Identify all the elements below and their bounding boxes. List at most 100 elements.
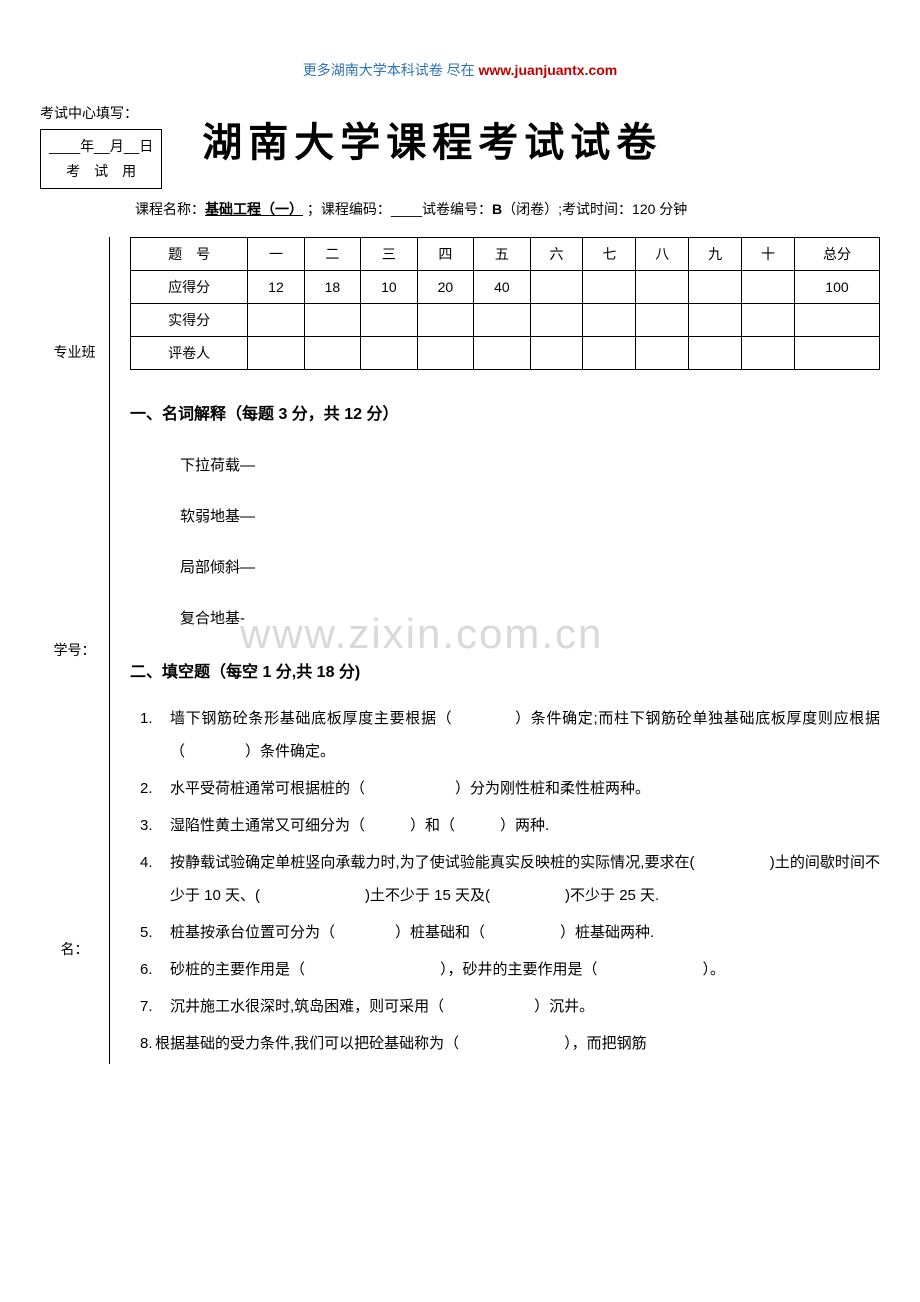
side-label-name: 名： <box>40 834 109 1064</box>
q-text: 水平受荷桩通常可根据桩的（ ）分为刚性桩和柔性桩两种。 <box>170 772 880 805</box>
date-box: ____年__月__日 考 试 用 <box>40 129 162 189</box>
cell <box>636 270 689 303</box>
q-num: 2. <box>140 772 170 805</box>
section1-title: 一、名词解释（每题 3 分，共 12 分） <box>130 400 880 424</box>
cell <box>361 303 417 336</box>
cell: 100 <box>794 270 879 303</box>
cell <box>742 270 795 303</box>
cell <box>417 303 473 336</box>
list-item: 4.按静载试验确定单桩竖向承载力时,为了使试验能真实反映桩的实际情况,要求在( … <box>140 846 880 912</box>
header-cell: 三 <box>361 237 417 270</box>
header-note-link[interactable]: www.juanjuantx.com <box>479 62 618 78</box>
q-num: 6. <box>140 953 170 986</box>
exam-center-box: 考试中心填写： ____年__月__日 考 试 用 <box>40 100 162 189</box>
date-line: ____年__月__日 <box>49 134 153 159</box>
header-cell: 一 <box>248 237 304 270</box>
list-item: 1.墙下钢筋砼条形基础底板厚度主要根据（ ）条件确定;而柱下钢筋砼单独基础底板厚… <box>140 702 880 768</box>
q-text: 按静载试验确定单桩竖向承载力时,为了使试验能真实反映桩的实际情况,要求在( )土… <box>170 846 880 912</box>
main-content: 题 号 一 二 三 四 五 六 七 八 九 十 总分 应得分 12 18 10 … <box>110 237 880 1064</box>
cell <box>689 303 742 336</box>
header-note-text: 更多湖南大学本科试卷 尽在 <box>303 62 479 78</box>
list-item: 7. 沉井施工水很深时,筑岛困难，则可采用（ ）沉井。 <box>140 990 880 1023</box>
header-cell: 四 <box>417 237 473 270</box>
list-item: 8.根据基础的受力条件,我们可以把砼基础称为（ ），而把钢筋 <box>140 1027 880 1060</box>
list-item: 5.桩基按承台位置可分为（ ）桩基础和（ ）桩基础两种. <box>140 916 880 949</box>
header-cell: 六 <box>530 237 583 270</box>
table-row: 应得分 12 18 10 20 40 100 <box>131 270 880 303</box>
q-text: 墙下钢筋砼条形基础底板厚度主要根据（ ）条件确定;而柱下钢筋砼单独基础底板厚度则… <box>170 702 880 768</box>
cell <box>474 336 530 369</box>
list-item: 3.湿陷性黄土通常又可细分为（ ）和（ ）两种. <box>140 809 880 842</box>
table-row: 实得分 <box>131 303 880 336</box>
question-list: 1.墙下钢筋砼条形基础底板厚度主要根据（ ）条件确定;而柱下钢筋砼单独基础底板厚… <box>140 702 880 1060</box>
header-cell: 二 <box>304 237 360 270</box>
cell <box>583 303 636 336</box>
content-wrapper: 专业班 学号： 名： 题 号 一 二 三 四 五 六 七 八 九 十 总分 应得… <box>40 237 880 1064</box>
row-label: 实得分 <box>131 303 248 336</box>
q-num: 7. <box>140 990 170 1023</box>
list-item: 2.水平受荷桩通常可根据桩的（ ）分为刚性桩和柔性桩两种。 <box>140 772 880 805</box>
term-item: 复合地基- <box>180 607 880 628</box>
term-item: 下拉荷载— <box>180 454 880 475</box>
cell <box>689 270 742 303</box>
side-label-class: 专业班 <box>40 237 109 467</box>
course-info: 课程名称：基础工程（一） ；课程编码：____试卷编号：B（闭卷）;考试时间：1… <box>135 199 880 219</box>
cell <box>636 336 689 369</box>
paper-no: B <box>492 201 502 217</box>
cell <box>361 336 417 369</box>
row-label: 评卷人 <box>131 336 248 369</box>
cell: 10 <box>361 270 417 303</box>
q-num: 5. <box>140 916 170 949</box>
course-name: 基础工程（一） <box>205 201 303 217</box>
header-cell: 题 号 <box>131 237 248 270</box>
q-num: 1. <box>140 702 170 768</box>
main-title: 湖南大学课程考试试卷 <box>202 110 662 168</box>
header-cell: 五 <box>474 237 530 270</box>
cell <box>474 303 530 336</box>
cell <box>794 336 879 369</box>
table-header-row: 题 号 一 二 三 四 五 六 七 八 九 十 总分 <box>131 237 880 270</box>
cell <box>583 270 636 303</box>
q-num: 4. <box>140 846 170 912</box>
table-row: 评卷人 <box>131 336 880 369</box>
list-item: 6.砂桩的主要作用是（ ），砂井的主要作用是（ ）。 <box>140 953 880 986</box>
side-labels: 专业班 学号： 名： <box>40 237 110 1064</box>
term-item: 软弱地基— <box>180 505 880 526</box>
course-prefix: 课程名称： <box>135 201 205 217</box>
header-cell: 八 <box>636 237 689 270</box>
header-cell: 十 <box>742 237 795 270</box>
q-text: 湿陷性黄土通常又可细分为（ ）和（ ）两种. <box>170 809 880 842</box>
top-row: 考试中心填写： ____年__月__日 考 试 用 湖南大学课程考试试卷 <box>40 100 880 189</box>
cell <box>636 303 689 336</box>
header-cell: 总分 <box>794 237 879 270</box>
row-label: 应得分 <box>131 270 248 303</box>
cell <box>248 336 304 369</box>
course-code-label: ；课程编码：____试卷编号： <box>303 201 492 217</box>
cell: 20 <box>417 270 473 303</box>
cell <box>742 336 795 369</box>
q-num: 3. <box>140 809 170 842</box>
cell <box>583 336 636 369</box>
header-cell: 七 <box>583 237 636 270</box>
section2-title: 二、填空题（每空 1 分,共 18 分) <box>130 658 880 682</box>
header-note: 更多湖南大学本科试卷 尽在 www.juanjuantx.com <box>40 60 880 80</box>
cell: 18 <box>304 270 360 303</box>
cell: 40 <box>474 270 530 303</box>
cell: 12 <box>248 270 304 303</box>
cell <box>304 336 360 369</box>
paper-closed: （闭卷） <box>502 201 558 217</box>
score-table: 题 号 一 二 三 四 五 六 七 八 九 十 总分 应得分 12 18 10 … <box>130 237 880 370</box>
q-text: 砂桩的主要作用是（ ），砂井的主要作用是（ ）。 <box>170 953 880 986</box>
q-text: 沉井施工水很深时,筑岛困难，则可采用（ ）沉井。 <box>170 990 880 1023</box>
cell <box>742 303 795 336</box>
exam-center-label: 考试中心填写： <box>40 100 162 127</box>
usage-line: 考 试 用 <box>49 159 153 184</box>
cell <box>304 303 360 336</box>
term-item: 局部倾斜— <box>180 556 880 577</box>
q-text: 桩基按承台位置可分为（ ）桩基础和（ ）桩基础两种. <box>170 916 880 949</box>
header-cell: 九 <box>689 237 742 270</box>
cell <box>530 336 583 369</box>
cell <box>794 303 879 336</box>
q-text: 根据基础的受力条件,我们可以把砼基础称为（ ），而把钢筋 <box>155 1027 880 1060</box>
cell <box>530 270 583 303</box>
